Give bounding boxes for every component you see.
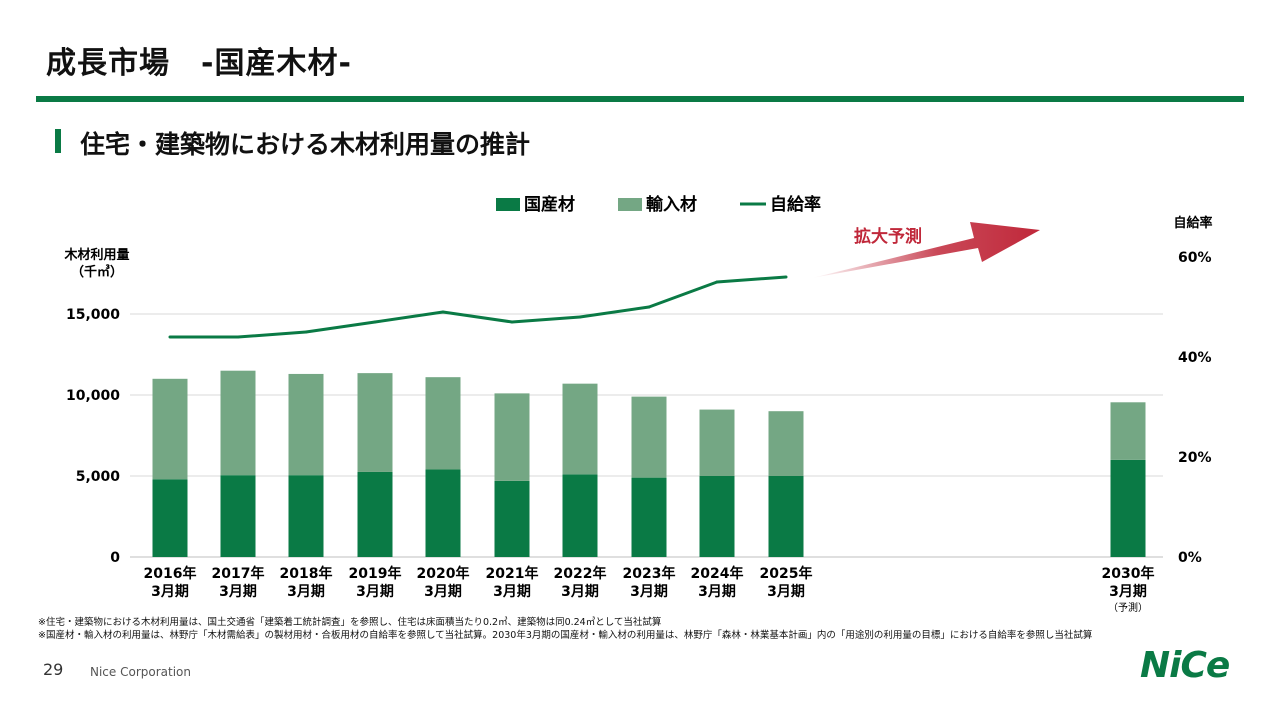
x-category-label: 3月期 xyxy=(561,584,599,600)
legend-swatch-domestic xyxy=(496,198,520,211)
line-point xyxy=(168,335,172,339)
y-tick-label-right: 20% xyxy=(1178,450,1212,466)
legend-swatch-imported xyxy=(618,198,642,211)
x-category-label: 2022年 xyxy=(554,565,607,582)
line-point xyxy=(715,280,719,284)
bar-domestic xyxy=(768,476,804,557)
bar-imported xyxy=(288,373,324,476)
x-category-label: 3月期 xyxy=(493,584,531,600)
bar-imported xyxy=(699,409,735,476)
x-category-label: （予測） xyxy=(1108,601,1148,614)
x-category-label: 3月期 xyxy=(424,584,462,600)
line-point xyxy=(647,305,651,309)
y-tick-label-right: 40% xyxy=(1178,350,1212,366)
x-category-label: 3月期 xyxy=(767,584,805,600)
bar-imported xyxy=(562,383,598,475)
bar-domestic xyxy=(699,476,735,557)
page-number: 29 xyxy=(43,660,64,679)
company-name: Nice Corporation xyxy=(90,665,191,679)
y-tick-label-left: 15,000 xyxy=(66,307,120,323)
self-sufficiency-line xyxy=(170,275,787,339)
y-tick-label-left: 5,000 xyxy=(76,469,121,485)
bar-domestic xyxy=(562,474,598,557)
y-tick-label-right: 60% xyxy=(1178,250,1212,266)
x-category-label: 2019年 xyxy=(349,565,402,582)
x-category-label: 2018年 xyxy=(280,565,333,582)
line-point xyxy=(236,335,240,339)
bar-domestic xyxy=(152,479,188,557)
bar-imported xyxy=(152,378,188,480)
footnote-1: ※住宅・建築物における木材利用量は、国土交通省「建築着工統計調査」を参照し、住宅… xyxy=(38,617,662,628)
bar-domestic xyxy=(631,477,667,557)
x-category-label: 2024年 xyxy=(691,565,744,582)
line-point xyxy=(578,315,582,319)
x-category-label: 3月期 xyxy=(287,584,325,600)
y-tick-label-right: 0% xyxy=(1178,550,1202,566)
bar-domestic xyxy=(425,469,461,557)
legend-label-domestic: 国産材 xyxy=(524,194,575,215)
x-category-label: 2021年 xyxy=(486,565,539,582)
x-category-label: 2025年 xyxy=(760,565,813,582)
growth-annotation: 拡大予測 xyxy=(854,226,922,247)
nice-logo: NiCe xyxy=(1140,645,1230,686)
x-category-label: 2020年 xyxy=(417,565,470,582)
title-rule xyxy=(36,96,1244,102)
bar-domestic xyxy=(1110,459,1146,557)
x-category-label: 3月期 xyxy=(1109,584,1147,600)
y-axis-unit-left: （千㎥） xyxy=(71,264,123,280)
bar-domestic xyxy=(494,480,530,557)
bar-imported xyxy=(768,411,804,476)
bar-imported xyxy=(631,396,667,478)
growth-arrow-icon xyxy=(812,222,1040,278)
y-axis-label-right: 自給率 xyxy=(1173,215,1212,231)
x-category-label: 3月期 xyxy=(219,584,257,600)
section-marker xyxy=(55,129,61,153)
line-point xyxy=(304,330,308,334)
legend-label-rate: 自給率 xyxy=(770,194,821,215)
bar-domestic xyxy=(220,475,256,557)
line-point xyxy=(784,275,788,279)
bar-domestic xyxy=(288,475,324,557)
legend-label-imported: 輸入材 xyxy=(646,194,697,215)
x-category-label: 2017年 xyxy=(212,565,265,582)
bar-imported xyxy=(425,377,461,470)
bar-domestic xyxy=(357,471,393,557)
y-tick-label-left: 0 xyxy=(110,550,120,566)
bar-imported xyxy=(357,373,393,472)
footnote-2: ※国産材・輸入材の利用量は、林野庁「木材需給表」の製材用材・合板用材の自給率を参… xyxy=(38,630,1093,641)
y-axis-label-left: 木材利用量 xyxy=(63,247,129,263)
line-point xyxy=(510,320,514,324)
x-category-label: 3月期 xyxy=(151,584,189,600)
page-title: 成長市場 -国産木材- xyxy=(46,46,352,81)
x-category-label: 2030年 xyxy=(1102,565,1155,582)
bar-imported xyxy=(220,370,256,476)
bar-imported xyxy=(1110,402,1146,460)
bar-imported xyxy=(494,393,530,481)
line-point xyxy=(373,320,377,324)
x-category-label: 3月期 xyxy=(630,584,668,600)
section-title: 住宅・建築物における木材利用量の推計 xyxy=(80,130,531,159)
x-category-label: 2023年 xyxy=(623,565,676,582)
y-tick-label-left: 10,000 xyxy=(66,388,120,404)
line-point xyxy=(441,310,445,314)
x-category-label: 2016年 xyxy=(144,565,197,582)
x-category-label: 3月期 xyxy=(356,584,394,600)
x-category-label: 3月期 xyxy=(698,584,736,600)
